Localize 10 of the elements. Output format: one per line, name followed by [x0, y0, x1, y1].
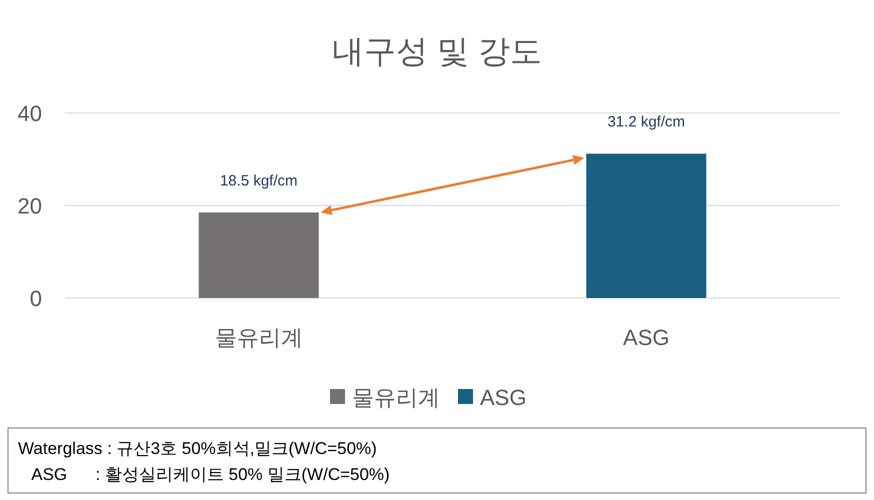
chart-title: 내구성 및 강도 [332, 33, 542, 69]
data-label: 31.2 kgf/cm [607, 114, 686, 131]
y-tick-label: 40 [18, 101, 42, 126]
legend-label: 물유리계 [352, 385, 440, 410]
y-tick-label: 20 [18, 194, 42, 218]
legend-label: ASG [480, 385, 526, 410]
data-label: 18.5 kgf/cm [220, 172, 298, 190]
text: ASG : 활성실리케이트 50% 밀크(W/C=50%) [18, 465, 390, 484]
y-tick-label: 0 [30, 286, 42, 311]
text: Waterglass : 규산3호 50%희석,밀크(W/C=50%) [18, 439, 377, 458]
